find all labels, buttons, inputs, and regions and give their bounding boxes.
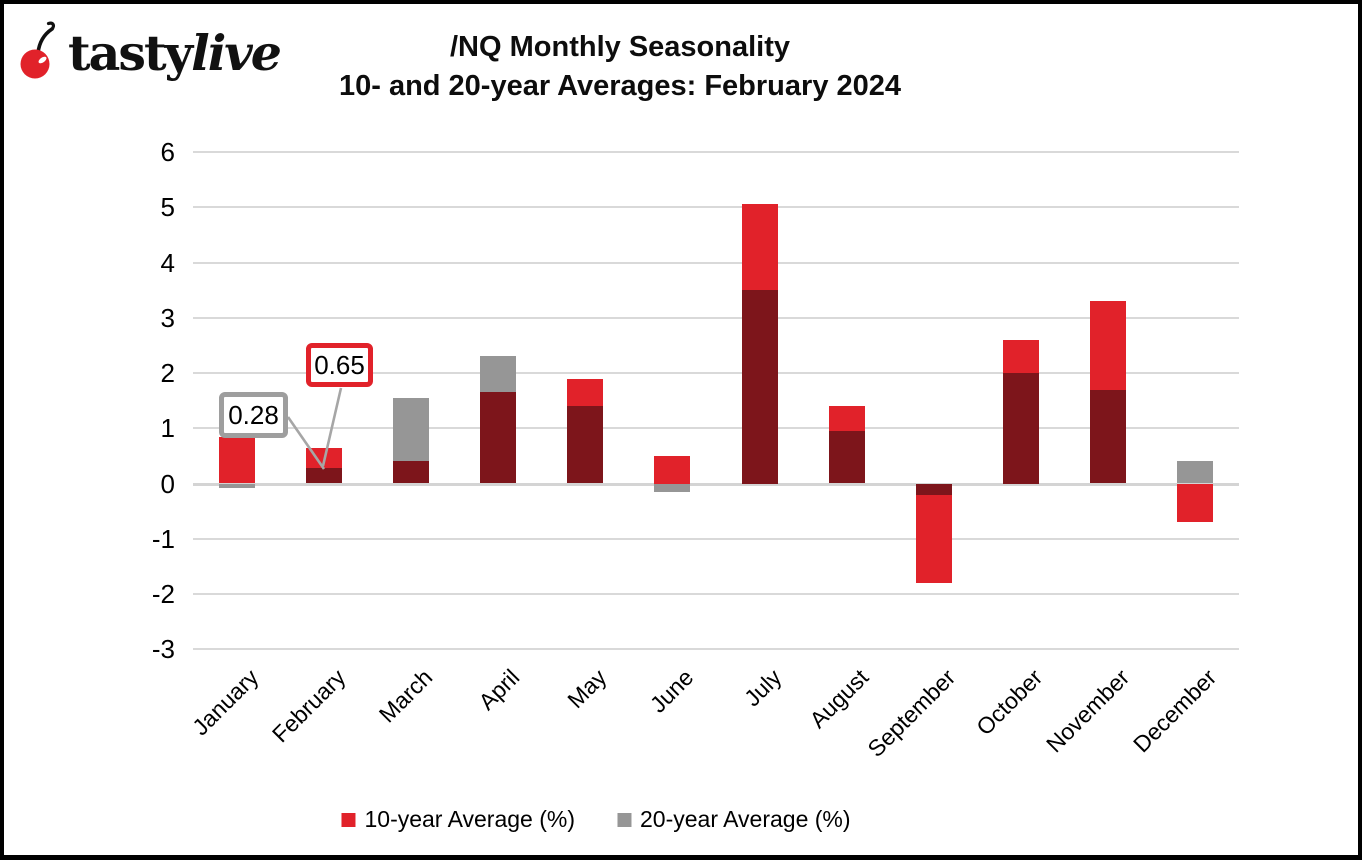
y-tick-label-5: 5 — [160, 192, 175, 223]
bar-march-overlap — [392, 461, 429, 484]
tastylive-logo: tastylive — [14, 20, 282, 82]
chart-title-line1: /NQ Monthly Seasonality — [450, 31, 790, 63]
bar-january-10yr — [218, 436, 255, 484]
x-axis-label-january: January — [186, 664, 263, 741]
bar-september-10yr — [915, 483, 952, 583]
legend-item-20yr: 20-year Average (%) — [617, 806, 851, 833]
cherry-icon — [20, 21, 55, 79]
gridline-y4 — [193, 261, 1239, 264]
y-tick-label-2: 2 — [160, 358, 175, 388]
y-tick-label--2: -2 — [151, 579, 175, 609]
y-tick-label-0: 0 — [160, 468, 175, 499]
logo-word-tasty: tasty — [68, 24, 193, 82]
bar-september-overlap — [915, 483, 952, 495]
x-axis-label-october: October — [971, 664, 1048, 741]
gridline-y-1 — [193, 537, 1239, 540]
bar-october-overlap — [1003, 373, 1040, 484]
gridline-y6 — [193, 151, 1239, 153]
bar-february-overlap — [305, 468, 342, 484]
bar-december-20yr — [1177, 461, 1214, 484]
gridline-y-2 — [193, 593, 1239, 595]
bar-june-10yr — [654, 455, 691, 484]
chart-title-line2: 10- and 20-year Averages: February 2024 — [338, 70, 902, 102]
x-axis-label-february: February — [266, 664, 351, 748]
bar-january-20yr — [218, 483, 255, 488]
y-tick-label-1: 1 — [160, 413, 175, 444]
bar-may-overlap — [567, 406, 604, 484]
gridline-y3 — [193, 316, 1239, 319]
legend-swatch-10yr — [341, 812, 356, 827]
y-tick-label--1: -1 — [151, 523, 175, 554]
legend-swatch-20yr — [617, 812, 631, 827]
y-tick-label-4: 4 — [160, 247, 175, 278]
bar-december-10yr — [1177, 483, 1214, 523]
chart-title: /NQ Monthly Seasonality 10- and 20-year … — [330, 28, 910, 106]
chart-legend: 10-year Average (%) 20-year Average (%) — [341, 806, 851, 833]
x-axis-label-november: November — [1041, 664, 1135, 758]
bar-august-overlap — [828, 431, 865, 484]
bar-april-overlap — [480, 392, 517, 484]
gridline-y-3 — [193, 648, 1239, 651]
data-label-20yr-february: 0.28 — [219, 392, 288, 438]
bar-june-20yr — [654, 483, 691, 492]
legend-item-10yr: 10-year Average (%) — [341, 806, 575, 833]
data-label-10yr-february: 0.65 — [306, 343, 373, 387]
gridline-y1 — [193, 427, 1239, 430]
bar-july-overlap — [741, 290, 778, 484]
y-tick-label--3: -3 — [151, 634, 175, 665]
gridline-y5 — [193, 206, 1239, 209]
y-tick-label-6: 6 — [160, 137, 175, 167]
legend-label-10yr: 10-year Average (%) — [364, 806, 575, 832]
legend-label-20yr: 20-year Average (%) — [640, 806, 851, 832]
gridline-y0 — [193, 482, 1239, 486]
logo-word-live: live — [191, 24, 282, 82]
logo-wordmark: tastylive — [68, 24, 282, 82]
bar-november-overlap — [1090, 389, 1127, 484]
gridline-y2 — [193, 372, 1239, 374]
x-axis-label-december: December — [1128, 664, 1222, 758]
y-tick-label-3: 3 — [160, 302, 175, 333]
